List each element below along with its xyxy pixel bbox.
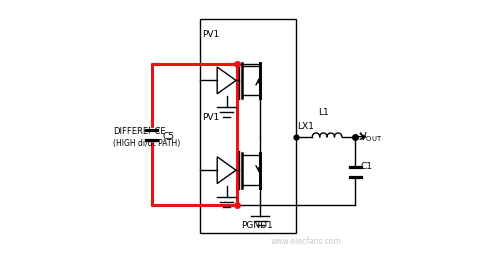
Text: PV1: PV1 <box>203 30 220 39</box>
Text: L1: L1 <box>318 107 328 117</box>
Text: PGND1: PGND1 <box>242 221 273 230</box>
Text: C5: C5 <box>162 132 174 141</box>
Text: (HIGH di/dt PATH): (HIGH di/dt PATH) <box>113 139 180 148</box>
Text: V$_\mathregular{OUT}$: V$_\mathregular{OUT}$ <box>359 130 383 144</box>
Text: LX1: LX1 <box>298 122 314 131</box>
Bar <box>200 19 296 233</box>
Text: DIFFERENCE: DIFFERENCE <box>113 127 165 136</box>
Text: PV1: PV1 <box>203 113 220 122</box>
Text: C1: C1 <box>361 162 372 171</box>
Text: www.elecfans.com: www.elecfans.com <box>270 237 341 246</box>
